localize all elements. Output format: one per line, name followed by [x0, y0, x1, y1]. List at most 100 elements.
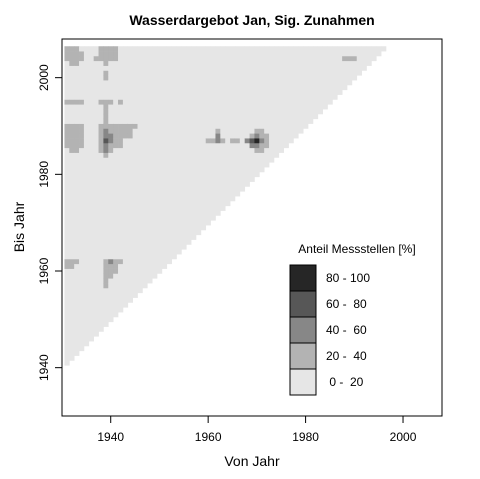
heatmap-cell — [147, 191, 153, 197]
heatmap-cell — [195, 118, 202, 124]
heatmap-cell — [79, 278, 85, 284]
heatmap-cell — [181, 191, 187, 197]
heatmap-cell — [327, 75, 333, 81]
heatmap-cell — [205, 171, 211, 178]
heatmap-cell — [152, 244, 158, 250]
heatmap-cell — [254, 147, 260, 153]
heatmap-cell — [74, 186, 80, 192]
heatmap-cell — [83, 80, 90, 86]
heatmap-cell — [186, 46, 192, 52]
heatmap-cell — [361, 60, 367, 66]
heatmap-cell — [225, 60, 231, 66]
heatmap-cell — [191, 152, 197, 158]
heatmap-cell — [88, 249, 95, 255]
heatmap-cell — [108, 316, 114, 323]
heatmap-cell — [142, 167, 148, 173]
heatmap-cell — [186, 142, 192, 149]
heatmap-cell — [122, 94, 129, 100]
heatmap-cell — [113, 215, 119, 221]
heatmap-cell — [308, 94, 314, 100]
heatmap-cell — [366, 60, 372, 66]
heatmap-cell — [244, 128, 250, 134]
heatmap-cell — [118, 258, 124, 265]
heatmap-cell — [122, 244, 129, 250]
heatmap-cell — [137, 249, 143, 255]
heatmap-cell — [327, 70, 333, 76]
heatmap-cell — [108, 302, 114, 308]
heatmap-cell — [210, 94, 216, 100]
heatmap-cell — [200, 133, 207, 139]
heatmap-cell — [103, 147, 109, 153]
heatmap-cell — [69, 350, 75, 356]
heatmap-cell — [288, 75, 294, 81]
heatmap-cell — [288, 65, 294, 71]
heatmap-cell — [64, 142, 70, 149]
heatmap-cell — [69, 133, 75, 139]
heatmap-cell — [303, 99, 309, 105]
heatmap-cell — [132, 65, 138, 71]
heatmap-cell — [191, 186, 197, 192]
heatmap-cell — [230, 104, 236, 110]
heatmap-cell — [132, 70, 138, 76]
heatmap-cell — [88, 220, 95, 226]
heatmap-cell — [64, 316, 70, 323]
heatmap-cell — [113, 312, 119, 318]
heatmap-cell — [308, 70, 314, 76]
heatmap-cell — [118, 123, 124, 129]
heatmap-cell — [147, 234, 153, 240]
heatmap-cell — [74, 336, 80, 342]
heatmap-cell — [259, 118, 265, 124]
heatmap-cell — [259, 70, 265, 76]
heatmap-cell — [166, 123, 172, 129]
heatmap-cell — [64, 268, 70, 274]
heatmap-cell — [181, 128, 187, 134]
heatmap-cell — [205, 104, 211, 110]
heatmap-cell — [249, 128, 255, 134]
heatmap-cell — [171, 60, 177, 66]
heatmap-cell — [93, 191, 99, 197]
heatmap-cell — [132, 128, 138, 134]
heatmap-cell — [288, 123, 294, 129]
heatmap-cell — [166, 196, 172, 202]
heatmap-cell — [127, 292, 133, 298]
heatmap-cell — [152, 196, 158, 202]
heatmap-cell — [74, 350, 80, 356]
heatmap-cell — [64, 191, 70, 197]
heatmap-cell — [200, 89, 207, 95]
heatmap-cell — [113, 254, 119, 260]
heatmap-cell — [127, 263, 133, 269]
heatmap-cell — [93, 205, 99, 211]
heatmap-cell — [122, 254, 129, 260]
heatmap-cell — [137, 167, 143, 173]
heatmap-cell — [122, 89, 129, 95]
heatmap-cell — [118, 220, 124, 226]
heatmap-cell — [176, 186, 182, 192]
x-tick-label: 1940 — [97, 430, 124, 444]
heatmap-cell — [356, 46, 362, 52]
heatmap-cell — [127, 278, 133, 284]
heatmap-cell — [205, 118, 211, 124]
heatmap-cell — [74, 142, 80, 149]
heatmap-cell — [366, 51, 372, 57]
heatmap-cell — [244, 99, 250, 105]
heatmap-cell — [157, 142, 163, 149]
heatmap-cell — [64, 331, 70, 337]
heatmap-cell — [98, 326, 104, 332]
heatmap-cell — [79, 176, 85, 182]
heatmap-cell — [171, 123, 177, 129]
heatmap-cell — [191, 215, 197, 221]
heatmap-cell — [239, 75, 246, 81]
heatmap-cell — [230, 162, 236, 168]
heatmap-cell — [166, 84, 172, 91]
heatmap-cell — [137, 239, 143, 245]
heatmap-cell — [283, 113, 289, 120]
heatmap-cell — [132, 225, 138, 231]
heatmap-cell — [210, 142, 216, 149]
heatmap-cell — [288, 94, 294, 100]
heatmap-cell — [210, 176, 216, 182]
x-tick-label: 2000 — [390, 430, 417, 444]
heatmap-cell — [259, 162, 265, 168]
heatmap-cell — [186, 239, 192, 245]
heatmap-cell — [137, 123, 143, 129]
heatmap-cell — [157, 205, 163, 211]
